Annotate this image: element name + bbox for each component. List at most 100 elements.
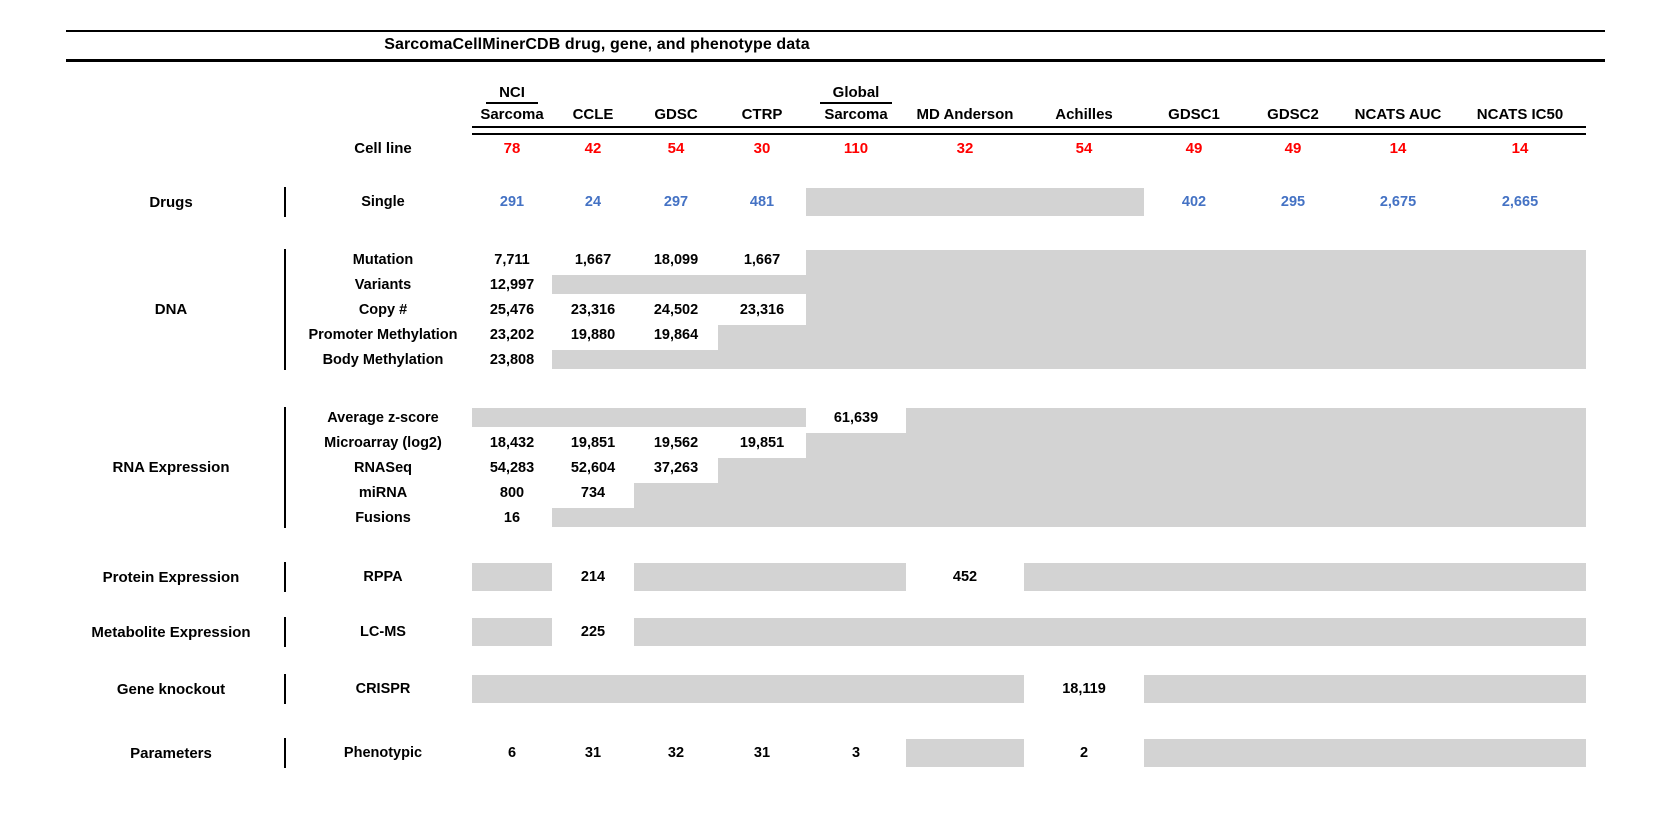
cell-value: 297 <box>663 194 689 210</box>
missing-data-box <box>1024 188 1144 216</box>
missing-data-box <box>806 618 906 646</box>
data-cell: 32 <box>634 736 718 770</box>
cell-line-count: 78 <box>503 140 521 157</box>
cell-value: 1,667 <box>574 251 612 268</box>
missing-data-box <box>552 508 634 527</box>
cell-value: 18,119 <box>1062 681 1106 697</box>
group-divider-bar <box>284 249 286 370</box>
cell-value: 16 <box>503 509 521 526</box>
missing-data-box <box>1244 618 1342 646</box>
missing-data-cell <box>906 615 1024 649</box>
missing-data-box <box>906 739 1024 767</box>
cell-value: 1,667 <box>743 251 781 268</box>
data-cell: 452 <box>906 560 1024 594</box>
missing-data-box <box>718 325 806 369</box>
missing-data-box <box>634 408 718 427</box>
data-cell: 2 <box>1024 736 1144 770</box>
missing-data-cell <box>1144 560 1244 594</box>
group-label: Protein Expression <box>102 568 240 586</box>
missing-data-cell <box>718 322 806 372</box>
missing-data-cell <box>1244 615 1342 649</box>
missing-data-cell <box>718 615 806 649</box>
data-cell: 225 <box>552 615 634 649</box>
missing-data-cell <box>806 430 906 530</box>
section-parameters: Parameters Phenotypic 6 31 32 31 3 2 <box>66 736 1605 770</box>
missing-data-box <box>552 275 634 294</box>
row-label: Body Methylation <box>322 351 444 368</box>
section-dna: DNA Mutation 7,711 1,667 18,099 1,667 Variants… <box>66 247 1605 372</box>
group-divider-bar <box>284 187 286 217</box>
missing-data-cell <box>1454 615 1586 649</box>
row-label: Variants <box>354 276 412 293</box>
missing-data-cell <box>472 672 552 706</box>
group-label: Metabolite Expression <box>91 623 251 641</box>
missing-data-box <box>1144 563 1244 591</box>
group-label: RNA Expression <box>112 459 230 476</box>
group-divider-bar <box>284 562 286 592</box>
missing-data-cell <box>1244 247 1342 372</box>
missing-data-cell <box>634 272 718 297</box>
header-rule-row <box>66 123 1605 135</box>
column-group-header-global: Global <box>806 84 906 104</box>
missing-data-box <box>906 408 1024 527</box>
missing-data-box <box>1342 675 1454 703</box>
data-cell: 37,263 <box>634 455 718 480</box>
cell-line-count: 49 <box>1185 140 1203 157</box>
missing-data-cell <box>906 185 1024 219</box>
row-label: Phenotypic <box>343 745 423 761</box>
missing-data-box <box>1024 250 1144 369</box>
cell-value: 31 <box>753 745 771 761</box>
cell-line-label: Cell line <box>354 140 412 157</box>
data-cell: 3 <box>806 736 906 770</box>
group-divider-bar <box>284 674 286 704</box>
cell-value: 32 <box>667 745 685 761</box>
missing-data-box <box>1144 739 1244 767</box>
cell-value: 19,851 <box>570 434 616 451</box>
missing-data-box <box>1342 563 1454 591</box>
data-cell: 24 <box>552 185 634 219</box>
row-label: LC-MS <box>360 624 406 640</box>
missing-data-box <box>634 483 718 527</box>
missing-data-cell <box>718 455 806 530</box>
missing-data-box <box>634 350 718 369</box>
missing-data-cell <box>1144 615 1244 649</box>
missing-data-box <box>1244 675 1342 703</box>
missing-data-cell <box>1024 247 1144 372</box>
missing-data-cell <box>1454 672 1586 706</box>
cell-value: 225 <box>580 624 606 640</box>
section-protein-expression: Protein Expression RPPA 214 452 <box>66 560 1605 594</box>
data-cell: 24,502 <box>634 297 718 322</box>
missing-data-cell <box>472 615 552 649</box>
data-cell: 1,667 <box>552 247 634 272</box>
header-row: Sarcoma CCLE GDSC CTRP Sarcoma MD Anderson Ach… <box>66 106 1605 123</box>
missing-data-cell <box>634 560 718 594</box>
data-cell: 18,099 <box>634 247 718 272</box>
column-header-ncats-ic50: NCATS IC50 <box>1476 106 1564 123</box>
cell-value: 12,997 <box>489 276 535 293</box>
cell-value: 295 <box>1280 194 1306 210</box>
cell-value: 19,880 <box>570 326 616 343</box>
cell-value: 214 <box>580 569 606 585</box>
missing-data-cell <box>1244 672 1342 706</box>
missing-data-cell <box>718 560 806 594</box>
missing-data-cell <box>634 672 718 706</box>
cell-value: 31 <box>584 745 602 761</box>
missing-data-box <box>1342 250 1454 369</box>
cell-line-count: 32 <box>956 140 974 157</box>
data-cell: 214 <box>552 560 634 594</box>
missing-data-box <box>634 563 718 591</box>
missing-data-box <box>1342 739 1454 767</box>
cell-value: 23,808 <box>489 351 535 368</box>
cell-value: 402 <box>1181 194 1207 210</box>
missing-data-cell <box>1454 405 1586 530</box>
cell-value: 3 <box>851 745 861 761</box>
section-gene-knockout: Gene knockout CRISPR 18,119 <box>66 672 1605 706</box>
column-header-ncats-auc: NCATS AUC <box>1354 106 1442 123</box>
missing-data-box <box>1244 739 1342 767</box>
missing-data-cell <box>1244 405 1342 530</box>
missing-data-cell <box>1342 247 1454 372</box>
cell-value: 25,476 <box>489 301 535 318</box>
missing-data-cell <box>906 672 1024 706</box>
row-label: Copy # <box>358 301 408 318</box>
missing-data-cell <box>1244 560 1342 594</box>
